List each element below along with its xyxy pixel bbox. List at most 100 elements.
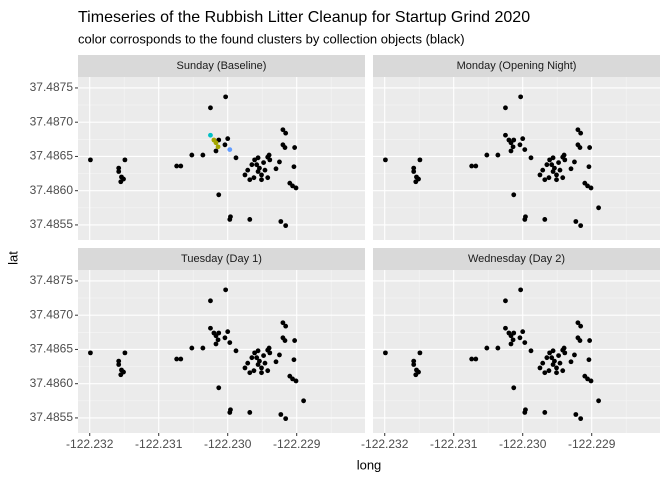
point [213,341,219,347]
point [549,355,555,361]
point [572,159,577,165]
point [542,217,548,222]
point [245,360,251,366]
point [200,345,206,351]
point [222,335,228,341]
point [227,340,233,345]
point [283,323,289,329]
point [575,127,581,133]
point [503,105,508,111]
point [550,155,556,161]
point [561,152,567,158]
point [542,410,548,415]
point [282,338,288,343]
point [508,333,514,339]
y-tick-label: 37.4870 [30,114,74,128]
point [568,359,574,365]
point [257,165,262,171]
y-tick-label: 37.4875 [30,80,74,94]
point [216,192,222,198]
point [266,152,272,158]
point [242,365,248,371]
point [249,355,255,361]
chart-title: Timeseries of the Rubbish Litter Cleanup… [78,9,530,26]
point [550,348,556,354]
point [228,407,233,413]
point [578,416,584,422]
point [278,219,284,224]
point [518,287,524,293]
point [252,350,258,356]
point [273,166,279,172]
point [290,183,295,189]
strip-label: Wednesday (Day 2) [468,253,565,265]
point [578,223,584,229]
point [247,177,253,183]
point [518,94,524,100]
point [259,172,264,178]
point [411,358,417,364]
y-tick-label: 37.4860 [30,183,74,197]
point [520,329,526,335]
point [208,298,213,304]
point [473,163,479,169]
point [573,219,579,224]
point [511,192,517,198]
point [122,350,128,356]
point [277,352,282,358]
point [523,407,528,413]
point [292,145,298,150]
point [510,337,516,343]
point [552,165,557,171]
point [174,356,180,362]
strip [373,55,660,77]
point [208,325,213,331]
point [523,214,528,220]
point [510,144,516,150]
point [200,152,206,158]
point [383,157,388,163]
point [251,368,257,374]
point [577,338,583,343]
point [283,130,289,136]
point [469,356,475,362]
point [178,163,184,169]
point [189,345,195,351]
y-tick-label: 37.4860 [30,376,74,390]
point [586,357,592,363]
point [561,345,567,351]
point [560,368,566,374]
point [549,162,555,168]
point [556,353,561,359]
strip [373,248,660,270]
point [537,365,543,371]
point [544,162,550,168]
point [383,350,388,356]
point [216,385,222,391]
x-tick-label: -122.231 [430,437,478,451]
point [544,355,550,361]
point [411,362,417,367]
point [540,360,546,366]
point [262,167,268,173]
point [547,350,553,356]
strip-label: Sunday (Baseline) [177,60,267,72]
strip-label: Tuesday (Day 1) [181,253,262,265]
point [517,335,523,341]
point [411,169,417,174]
point [261,160,266,166]
point [245,167,251,173]
point [88,157,93,163]
point [273,359,279,365]
y-axis-label: lat [5,251,20,265]
x-tick-label: -122.232 [361,437,409,451]
point [290,376,295,382]
point [259,365,264,371]
point [586,164,592,170]
point [121,176,126,182]
point [587,145,593,150]
point [265,368,271,374]
point [554,370,559,376]
x-tick-label: -122.229 [273,437,321,451]
point [116,362,122,367]
